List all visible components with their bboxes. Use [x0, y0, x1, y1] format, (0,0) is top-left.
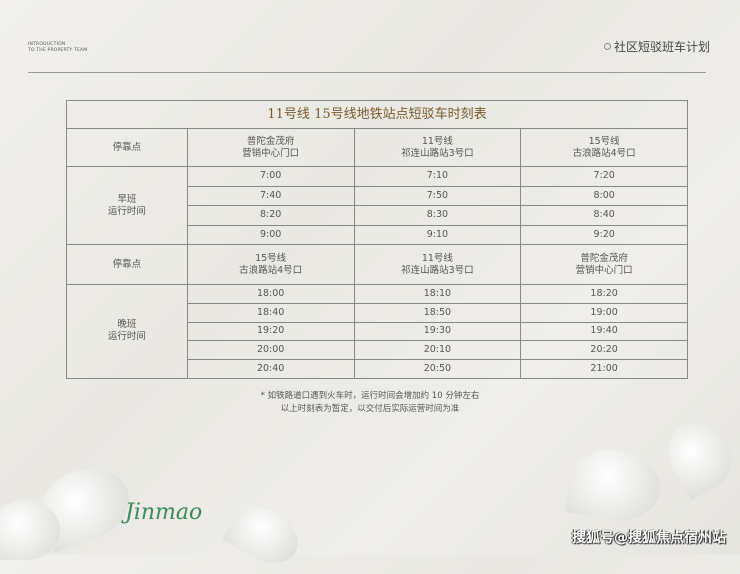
departure-time: 7:50 — [353, 185, 522, 206]
table-row: 7:40 7:50 8:00 — [67, 185, 688, 206]
table-row: 20:00 20:10 20:20 — [67, 340, 688, 361]
departure-time: 18:40 — [186, 302, 355, 323]
table-row: 19:20 19:30 19:40 — [67, 321, 688, 342]
section-title: 社区短驳班车计划 — [603, 38, 710, 55]
departure-time: 18:50 — [353, 302, 522, 323]
circle-icon — [603, 43, 611, 50]
departure-time: 19:40 — [520, 321, 688, 342]
magnolia-decoration — [0, 500, 60, 560]
table-title: 11号线 15号线地铁站点短驳车时刻表 — [66, 100, 688, 129]
period-line: 早班 — [117, 193, 137, 205]
departure-time: 21:00 — [520, 359, 688, 379]
stop-name: 11号线 祁连山路站3号口 — [353, 128, 522, 167]
table-row: 晚班 运行时间 18:00 18:10 18:20 — [66, 284, 688, 379]
stop-name-line: 11号线 — [421, 135, 453, 147]
departure-time: 18:00 — [186, 284, 355, 304]
stops-header-row: 停靠点 15号线 古浪路站4号口 11号线 祁连山路站3号口 普陀金茂府 营销中心门口 — [66, 244, 688, 285]
departure-time: 19:30 — [353, 321, 522, 342]
shuttle-timetable: 11号线 15号线地铁站点短驳车时刻表 停靠点 普陀金茂府 营销中心门口 11号线 祁连… — [66, 100, 688, 379]
intro-line: TO THE PROPERTY TEAM — [28, 48, 88, 53]
magnolia-decoration — [656, 409, 740, 501]
divider — [28, 72, 706, 73]
section-title-text: 社区短驳班车计划 — [613, 40, 710, 54]
stop-name: 普陀金茂府 营销中心门口 — [186, 128, 355, 167]
stop-name-line: 营销中心门口 — [575, 264, 633, 276]
departure-time: 7:40 — [186, 185, 355, 206]
departure-time: 8:00 — [520, 185, 688, 206]
stop-name-line: 普陀金茂府 — [580, 252, 628, 264]
departure-time: 9:20 — [520, 224, 688, 245]
stop-label: 停靠点 — [66, 244, 188, 285]
departure-time: 8:40 — [520, 205, 688, 226]
stop-name-line: 古浪路站4号口 — [239, 264, 303, 276]
intro-line: INTRODUCTION — [28, 42, 66, 47]
stop-name: 15号线 古浪路站4号口 — [186, 244, 355, 285]
period-label: 早班 运行时间 — [66, 166, 188, 245]
magnolia-decoration — [564, 442, 666, 528]
departure-time: 20:40 — [186, 359, 355, 379]
departure-time: 8:30 — [353, 205, 522, 226]
departure-time: 7:00 — [186, 166, 355, 187]
period-line: 晚班 — [117, 319, 137, 331]
departure-time: 9:00 — [186, 224, 355, 245]
departure-time: 20:50 — [353, 359, 522, 379]
departure-time: 20:20 — [520, 340, 688, 361]
departure-time: 19:00 — [520, 302, 688, 323]
stop-name: 11号线 祁连山路站3号口 — [353, 244, 522, 285]
departure-time: 19:20 — [186, 321, 355, 342]
magnolia-decoration — [222, 495, 308, 574]
table-row: 早班 运行时间 7:00 7:10 7:20 — [66, 166, 688, 245]
intro-label: INTRODUCTION TO THE PROPERTY TEAM — [28, 42, 87, 54]
stop-name: 15号线 古浪路站4号口 — [520, 128, 688, 167]
period-line: 运行时间 — [107, 205, 146, 217]
stop-name-line: 古浪路站4号口 — [572, 147, 636, 159]
period-line: 运行时间 — [107, 331, 146, 343]
stop-name-line: 15号线 — [588, 135, 620, 147]
stop-name-line: 11号线 — [421, 252, 453, 264]
departure-time: 20:10 — [353, 340, 522, 361]
period-label: 晚班 运行时间 — [66, 284, 188, 379]
table-row: 20:40 20:50 21:00 — [67, 359, 688, 379]
departure-time: 18:20 — [520, 284, 688, 304]
stop-name-line: 营销中心门口 — [242, 147, 300, 159]
departure-time: 9:10 — [353, 224, 522, 245]
stop-name-line: 普陀金茂府 — [246, 135, 295, 147]
notes: * 如铁路道口遇到火车时，运行时间会增加约 10 分钟左右 以上时刻表为暂定，以交… — [0, 390, 740, 416]
departure-time: 7:10 — [353, 166, 522, 187]
stop-name-line: 祁连山路站3号口 — [401, 264, 474, 276]
stop-name-line: 祁连山路站3号口 — [401, 147, 474, 159]
watermark: 搜狐号@搜狐焦点宿州站 — [572, 530, 726, 546]
note-line: 以上时刻表为暂定，以交付后实际运营时间为准 — [280, 404, 460, 414]
stop-name: 普陀金茂府 营销中心门口 — [520, 244, 688, 285]
departure-time: 7:20 — [520, 166, 688, 187]
jinmao-logo: Jinmao — [125, 500, 203, 525]
departure-time: 18:10 — [353, 284, 522, 304]
departure-time: 20:00 — [186, 340, 355, 361]
departure-time: 8:20 — [186, 205, 355, 226]
stops-header-row: 停靠点 普陀金茂府 营销中心门口 11号线 祁连山路站3号口 15号线 古浪路站4号口 — [66, 128, 688, 167]
stop-label: 停靠点 — [66, 128, 188, 167]
stop-name-line: 15号线 — [255, 252, 287, 264]
note-line: * 如铁路道口遇到火车时，运行时间会增加约 10 分钟左右 — [260, 391, 480, 401]
